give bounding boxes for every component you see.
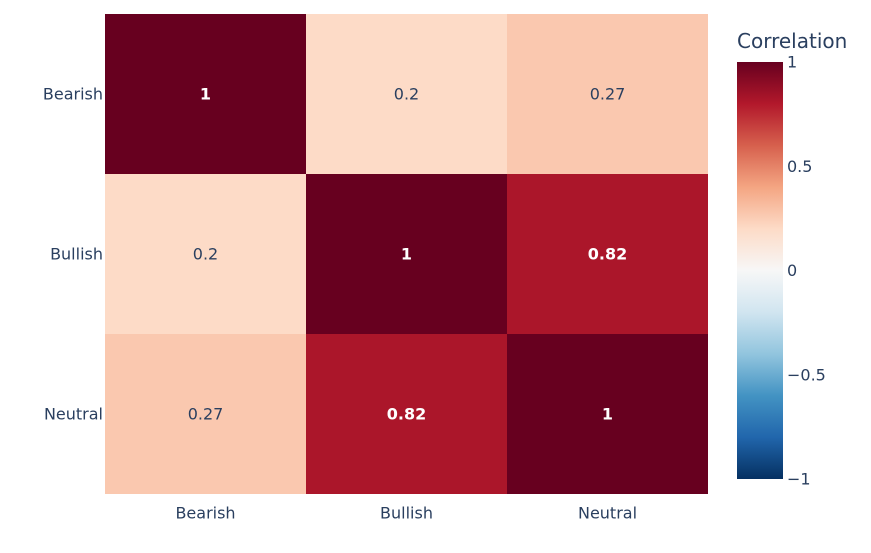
colorbar-ticks: 1 0.5 0 −0.5 −1 bbox=[787, 53, 826, 489]
cell-value-label: 0.82 bbox=[387, 405, 426, 424]
colorbar-title: Correlation bbox=[737, 29, 847, 53]
heatmap-cell bbox=[105, 14, 306, 174]
y-tick-label: Neutral bbox=[44, 405, 103, 424]
x-axis-ticks: Bearish Bullish Neutral bbox=[175, 504, 637, 523]
heatmap-cell bbox=[507, 14, 708, 174]
heatmap-cell bbox=[306, 14, 507, 174]
y-tick-label: Bullish bbox=[50, 245, 103, 264]
x-tick-label: Neutral bbox=[578, 504, 637, 523]
x-tick-label: Bullish bbox=[380, 504, 433, 523]
cell-value-label: 0.2 bbox=[394, 85, 419, 104]
cell-value-label: 0.2 bbox=[193, 245, 218, 264]
heatmap-cell bbox=[306, 334, 507, 494]
y-tick-label: Bearish bbox=[43, 85, 103, 104]
heatmap-cell-labels: 1 0.2 0.27 0.2 1 0.82 0.27 0.82 1 bbox=[188, 85, 628, 424]
cell-value-label: 1 bbox=[200, 85, 211, 104]
colorbar-tick-label: 0.5 bbox=[787, 157, 812, 176]
colorbar-gradient bbox=[737, 62, 783, 479]
colorbar-tick-label: 1 bbox=[787, 53, 797, 72]
colorbar-tick-label: 0 bbox=[787, 261, 797, 280]
cell-value-label: 1 bbox=[401, 245, 412, 264]
heatmap-cell bbox=[105, 174, 306, 334]
colorbar-tick-label: −1 bbox=[787, 470, 811, 489]
heatmap-cell bbox=[306, 174, 507, 334]
cell-value-label: 0.27 bbox=[188, 405, 224, 424]
cell-value-label: 0.27 bbox=[590, 85, 626, 104]
x-tick-label: Bearish bbox=[175, 504, 235, 523]
y-axis-ticks: Bearish Bullish Neutral bbox=[43, 85, 103, 424]
cell-value-label: 0.82 bbox=[588, 245, 627, 264]
colorbar: Correlation 1 0.5 0 −0.5 −1 bbox=[737, 29, 847, 489]
heatmap-cells bbox=[105, 14, 708, 494]
heatmap-cell bbox=[507, 174, 708, 334]
cell-value-label: 1 bbox=[602, 405, 613, 424]
heatmap-cell bbox=[507, 334, 708, 494]
colorbar-tick-label: −0.5 bbox=[787, 365, 826, 384]
heatmap-cell bbox=[105, 334, 306, 494]
